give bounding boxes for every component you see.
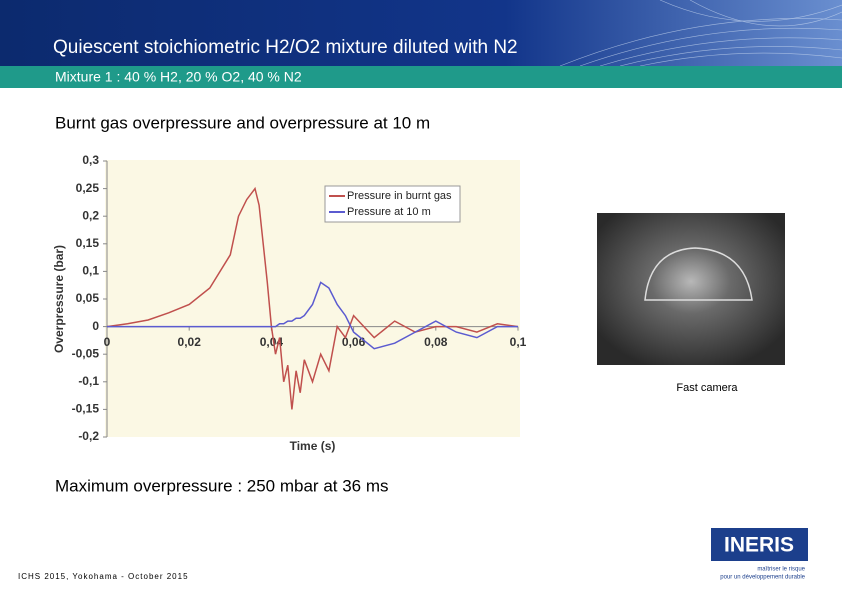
logo-box [711, 528, 808, 561]
image-caption: Fast camera [676, 382, 738, 394]
logo-name: INERIS [724, 534, 794, 557]
legend-label: Pressure in burnt gas [347, 190, 452, 202]
y-tick-label: -0,15 [72, 402, 100, 416]
x-tick-label: 0 [104, 335, 111, 349]
series-line [107, 281, 518, 350]
footer: ICHS 2015, Yokohama - October 2015 [18, 572, 189, 581]
x-axis-label: Time (s) [290, 439, 336, 453]
logo-tagline: pour un développement durable [720, 575, 805, 581]
camera-image [597, 213, 785, 365]
x-tick-label: 0,02 [178, 335, 202, 349]
header-decoration [559, 0, 842, 67]
series-line [106, 186, 519, 410]
y-tick-label: 0,1 [82, 264, 99, 278]
section-title: Burnt gas overpressure and overpressure … [55, 113, 430, 132]
y-tick-label: 0,2 [82, 208, 99, 222]
y-tick-label: 0,15 [76, 236, 100, 250]
y-tick-label: -0,05 [72, 346, 100, 360]
x-tick-label: 0,08 [424, 335, 448, 349]
legend-label: Pressure at 10 m [347, 206, 431, 218]
slide-title: Quiescent stoichiometric H2/O2 mixture d… [53, 37, 518, 58]
y-tick-label: -0,1 [78, 374, 99, 388]
y-tick-label: 0,05 [76, 291, 100, 305]
y-tick-label: 0,25 [76, 181, 100, 195]
x-tick-label: 0,06 [342, 335, 366, 349]
slide-subtitle: Mixture 1 : 40 % H2, 20 % O2, 40 % N2 [55, 69, 302, 85]
y-tick-label: -0,2 [78, 429, 99, 443]
y-axis-label: Overpressure (bar) [52, 245, 66, 353]
x-tick-label: 0,1 [510, 335, 527, 349]
subtitle-band [0, 66, 842, 88]
flame-outline [644, 247, 753, 301]
y-tick-label: 0,3 [82, 153, 99, 167]
legend-box [324, 185, 461, 223]
logo-tagline: maîtriser le risque [757, 567, 805, 573]
y-tick-label: 0 [92, 319, 99, 333]
header-band [0, 0, 842, 66]
conclusion: Maximum overpressure : 250 mbar at 36 ms [55, 476, 389, 495]
